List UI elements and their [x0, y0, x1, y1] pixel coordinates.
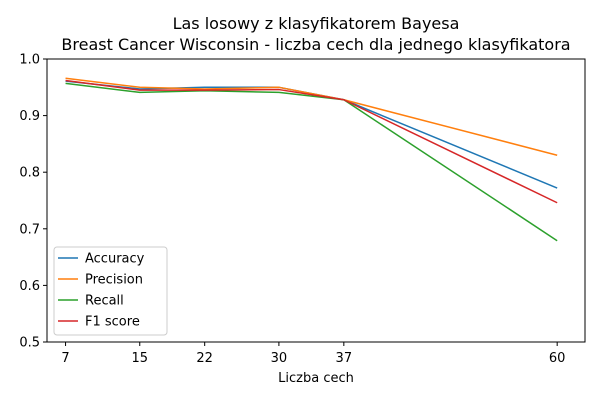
y-tick-label: 0.6 [19, 279, 40, 294]
data-point-precision-5 [556, 154, 558, 156]
y-tick-label: 0.5 [19, 336, 40, 351]
y-tick-label: 0.7 [19, 222, 40, 237]
data-point-f1-score-2 [204, 89, 206, 91]
data-point-f1-score-3 [278, 89, 280, 91]
data-point-f1-score-1 [139, 89, 141, 91]
y-tick-label: 0.8 [19, 166, 40, 181]
x-tick-label: 37 [336, 351, 353, 366]
data-point-precision-0 [65, 77, 67, 79]
x-tick-label: 22 [196, 351, 213, 366]
legend-label-accuracy: Accuracy [85, 252, 145, 267]
data-point-f1-score-5 [556, 202, 558, 204]
chart-title: Las losowy z klasyfikatorem Bayesa [173, 14, 460, 33]
x-axis: 7 15 22 30 37 60 [61, 342, 565, 366]
series-line-precision [65, 77, 558, 156]
x-tick-label: 30 [271, 351, 288, 366]
legend-label-precision: Precision [85, 273, 143, 288]
x-tick-label: 15 [131, 351, 148, 366]
x-axis-label: Liczba cech [278, 371, 354, 386]
plot-frame [46, 58, 586, 343]
series-line-accuracy [65, 80, 558, 189]
data-point-recall-5 [556, 240, 558, 242]
data-point-accuracy-5 [556, 187, 558, 189]
legend-box [53, 246, 168, 336]
series-line-f1-score [65, 79, 558, 204]
x-tick-label: 7 [61, 351, 69, 366]
series-layer [65, 77, 558, 242]
data-point-recall-0 [65, 83, 67, 85]
legend-label-f1-score: F1 score [85, 315, 140, 330]
data-point-precision-3 [278, 87, 280, 89]
data-point-f1-score-4 [343, 99, 345, 101]
legend: Accuracy Precision Recall F1 score [53, 246, 168, 336]
y-tick-label: 1.0 [19, 53, 40, 68]
data-point-recall-3 [278, 92, 280, 94]
y-tick-label: 0.9 [19, 109, 40, 124]
legend-label-recall: Recall [85, 294, 124, 309]
chart-subtitle: Breast Cancer Wisconsin - liczba cech dl… [61, 35, 570, 54]
data-point-f1-score-0 [65, 80, 67, 82]
x-tick-label: 60 [549, 351, 566, 366]
series-line-recall [65, 82, 558, 242]
data-point-recall-1 [139, 92, 141, 94]
data-point-precision-1 [139, 87, 141, 89]
y-axis: 0.5 0.6 0.7 0.8 0.9 1.0 [19, 53, 47, 351]
data-point-accuracy-2 [204, 87, 206, 89]
